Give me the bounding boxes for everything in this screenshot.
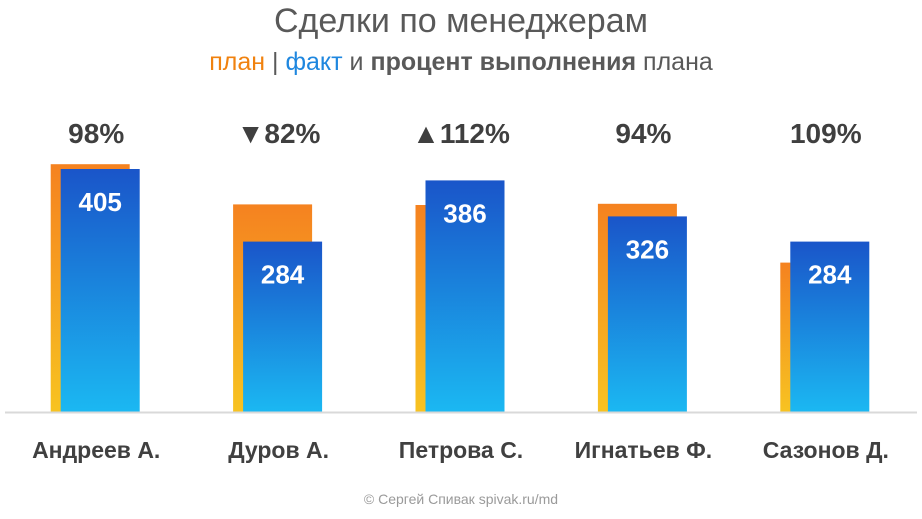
legend-separator: | (265, 48, 286, 76)
fact-bar (790, 241, 870, 412)
fact-value-label: 284 (808, 260, 852, 290)
percent-label: 98% (68, 118, 124, 149)
chart-subtitle: план | факт и процент выполнения плана (0, 48, 922, 77)
legend-tail: плана (636, 48, 713, 76)
fact-value-label: 386 (443, 198, 486, 228)
legend-percent: процент выполнения (370, 48, 637, 76)
category-label: Сазонов Д. (763, 437, 889, 463)
fact-bar (243, 241, 323, 412)
chart-title: Сделки по менеджерам (274, 2, 648, 40)
fact-bar (425, 180, 505, 412)
percent-label: 94% (615, 118, 671, 149)
category-label: Андреев А. (32, 437, 160, 463)
legend-plan: план (209, 48, 266, 76)
category-label: Дуров А. (228, 437, 329, 463)
category-label: Петрова С. (399, 437, 523, 463)
fact-value-label: 284 (261, 260, 305, 290)
fact-value-label: 326 (626, 234, 669, 264)
fact-value-label: 405 (79, 187, 122, 217)
category-label: Игнатьев Ф. (575, 437, 713, 463)
fact-bar (60, 169, 140, 412)
copyright-footer: © Сергей Спивак spivak.ru/md (363, 491, 559, 507)
percent-label: ▲112% (412, 118, 510, 149)
legend-and: и (342, 48, 371, 76)
legend-fact: факт (285, 48, 343, 76)
percent-label: ▼82% (237, 118, 321, 149)
percent-label: 109% (790, 118, 862, 149)
fact-bar (607, 216, 687, 412)
